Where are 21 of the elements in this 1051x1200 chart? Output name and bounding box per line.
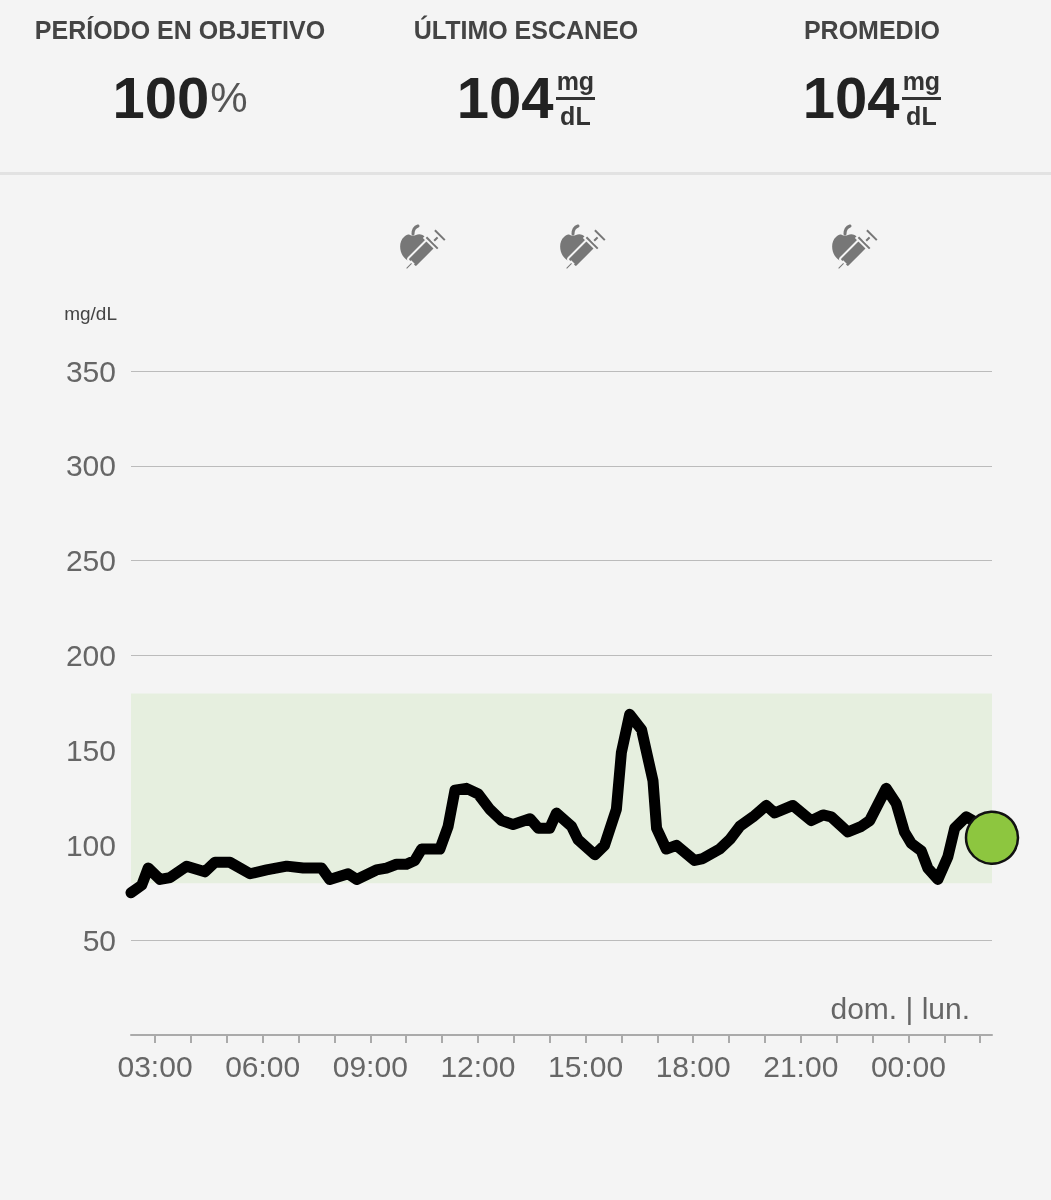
- y-tick-label: 50: [82, 923, 116, 957]
- x-tick-label: 03:00: [117, 1049, 193, 1083]
- y-tick-label: 200: [65, 639, 116, 673]
- text: PROMEDIO: [802, 16, 942, 45]
- y-tick-label: 150: [65, 733, 116, 767]
- y-axis-title: mg/dL: [64, 303, 117, 324]
- text: 100%: [112, 65, 248, 130]
- text: PERÍODO EN OBJETIVO: [33, 16, 327, 45]
- y-tick-label: 350: [65, 354, 116, 388]
- x-tick-label: 06:00: [225, 1049, 301, 1083]
- y-tick-label: 250: [65, 544, 116, 578]
- x-tick-label: 09:00: [332, 1049, 408, 1083]
- x-tick-label: 12:00: [440, 1049, 516, 1083]
- annotation: dom. | lun.: [830, 991, 970, 1025]
- x-tick-label: 00:00: [870, 1049, 946, 1083]
- y-tick-label: 300: [65, 449, 116, 483]
- text: ÚLTIMO ESCANEO: [412, 16, 640, 45]
- y-tick-label: 100: [65, 828, 116, 862]
- x-tick-label: 18:00: [655, 1049, 731, 1083]
- x-tick-label: 15:00: [548, 1049, 624, 1083]
- x-tick-label: 21:00: [763, 1049, 839, 1083]
